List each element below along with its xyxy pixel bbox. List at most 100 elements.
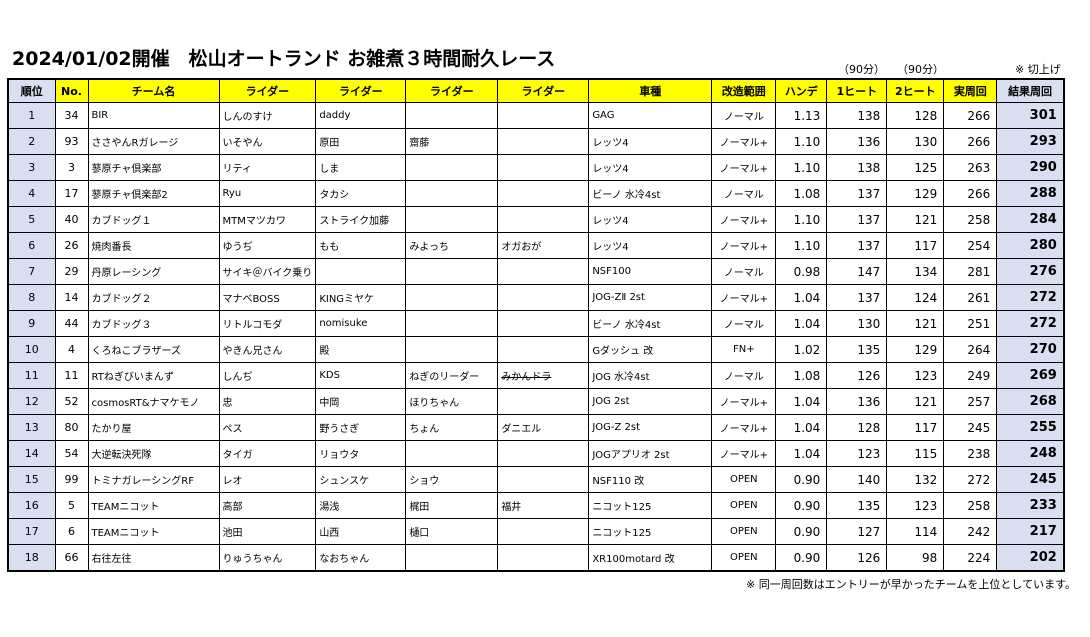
heat-1-cell: 126 [826, 544, 888, 572]
rider-2-cell: 野うさぎ [315, 414, 407, 441]
team-name-cell: BIR [87, 102, 220, 129]
actual-laps-cell: 266 [943, 128, 998, 155]
vehicle-cell: XR100motard 改 [588, 544, 713, 572]
heat-2-cell: 98 [886, 544, 945, 572]
rider-3-cell: みよっち [405, 232, 499, 259]
rider-4-cell: みかんドラ [497, 362, 590, 389]
rank-cell: 5 [7, 206, 56, 233]
header-rank: 順位 [7, 78, 56, 103]
entry-number-cell: 99 [54, 466, 89, 493]
heat-1-cell: 137 [826, 206, 888, 233]
heat-2-cell: 130 [886, 128, 945, 155]
entry-number-cell: 40 [54, 206, 89, 233]
heat-1-cell: 147 [826, 258, 888, 285]
rider-1-cell: レオ [218, 466, 317, 493]
heat-2-cell: 132 [886, 466, 945, 493]
vehicle-cell: JOGアプリオ 2st [588, 440, 713, 467]
vehicle-cell: JOG 2st [588, 388, 713, 415]
result-laps-cell: 255 [996, 414, 1065, 441]
heat-1-cell: 123 [826, 440, 888, 467]
team-name-cell: 大逆転決死隊 [87, 440, 220, 467]
handicap-cell: 1.04 [775, 388, 828, 415]
mod-range-cell: ノーマル+ [711, 414, 777, 441]
vehicle-cell: レッツ4 [588, 206, 713, 233]
heat-2-cell: 123 [886, 492, 945, 519]
table-row: 6 26 焼肉番長 ゆうぢ もも みよっち オガおが レッツ4 ノーマル+ 1.10 137 117 2… [7, 232, 1065, 259]
team-name-cell: RTねぎびいまんず [87, 362, 220, 389]
entry-number-cell: 34 [54, 102, 89, 129]
rider-1-cell: マナベBOSS [218, 284, 317, 311]
rider-1-cell: 忠 [218, 388, 317, 415]
mod-range-cell: OPEN [711, 466, 777, 493]
handicap-cell: 1.04 [775, 310, 828, 337]
rider-2-cell: KINGミヤケ [315, 284, 407, 311]
handicap-cell: 0.90 [775, 466, 828, 493]
handicap-cell: 1.10 [775, 128, 828, 155]
rider-4-cell [497, 466, 590, 493]
result-laps-cell: 269 [996, 362, 1065, 389]
heat-2-cell: 134 [886, 258, 945, 285]
result-laps-cell: 293 [996, 128, 1065, 155]
team-name-cell: カブドッグ３ [87, 310, 220, 337]
heat-1-cell: 138 [826, 154, 888, 181]
rider-1-cell: サイキ＠バイク乗り [218, 258, 317, 285]
header-team: チーム名 [87, 78, 220, 103]
entry-number-cell: 29 [54, 258, 89, 285]
rank-cell: 1 [7, 102, 56, 129]
table-row: 17 6 TEAMニコット 池田 山西 樋口 ニコット125 OPEN 0.90 127 114 24… [7, 518, 1065, 545]
actual-laps-cell: 245 [943, 414, 998, 441]
header-heat-2: 2ヒート [886, 78, 945, 103]
heat-1-cell: 138 [826, 102, 888, 129]
vehicle-cell: Gダッシュ 改 [588, 336, 713, 363]
rider-3-cell: ちょん [405, 414, 499, 441]
result-laps-cell: 301 [996, 102, 1065, 129]
result-laps-cell: 272 [996, 310, 1065, 337]
rider-4-cell [497, 336, 590, 363]
mod-range-cell: ノーマル [711, 102, 777, 129]
table-body: 1 34 BIR しんのすけ daddy GAG ノーマル 1.13 138 128 266 301 2… [7, 102, 1065, 572]
rank-cell: 8 [7, 284, 56, 311]
header-mod-range: 改造範囲 [711, 78, 777, 103]
rider-3-cell: 樋口 [405, 518, 499, 545]
rider-2-cell [315, 258, 407, 285]
vehicle-cell: NSF100 [588, 258, 713, 285]
footer-note: ※ 同一周回数はエントリーが早かったチームを上位としています。 [746, 578, 1076, 591]
rider-1-cell: Ryu [218, 180, 317, 207]
heat-1-cell: 127 [826, 518, 888, 545]
heat-2-cell: 117 [886, 232, 945, 259]
result-laps-cell: 217 [996, 518, 1065, 545]
handicap-cell: 1.08 [775, 180, 828, 207]
mod-range-cell: ノーマル [711, 258, 777, 285]
rank-cell: 2 [7, 128, 56, 155]
rider-1-cell: いそやん [218, 128, 317, 155]
heat-2-cell: 121 [886, 206, 945, 233]
entry-number-cell: 54 [54, 440, 89, 467]
rank-cell: 4 [7, 180, 56, 207]
table-row: 12 52 cosmosRT&ナマケモノ忠中岡 ほりちゃん JOG 2st ノーマル+ 1.… [7, 388, 1065, 415]
handicap-cell: 0.90 [775, 544, 828, 572]
actual-laps-cell: 264 [943, 336, 998, 363]
vehicle-cell: ニコット125 [588, 492, 713, 519]
header-rider-2: ライダー [315, 78, 407, 103]
rider-4-cell: ダニエル [497, 414, 590, 441]
table-row: 18 66 右往左往 りゅうちゃん なおちゃん XR100motard 改 OPEN 0.90… [7, 544, 1065, 572]
rider-4-cell [497, 310, 590, 337]
vehicle-cell: JOG-Z 2st [588, 414, 713, 441]
rank-cell: 18 [7, 544, 56, 572]
rider-3-cell [405, 180, 499, 207]
heat2-duration-note: （90分） [897, 63, 944, 76]
rider-1-cell: リティ [218, 154, 317, 181]
table-row: 14 54 大逆転決死隊 タイガ リョウタ JOGアプリオ 2st ノーマル+ 1.04 123… [7, 440, 1065, 467]
entry-number-cell: 4 [54, 336, 89, 363]
rider-2-cell: リョウタ [315, 440, 407, 467]
heat-1-cell: 140 [826, 466, 888, 493]
rider-2-cell: しま [315, 154, 407, 181]
mod-range-cell: ノーマル+ [711, 440, 777, 467]
actual-laps-cell: 261 [943, 284, 998, 311]
rider-1-cell: ゆうぢ [218, 232, 317, 259]
table-row: 7 29 丹原レーシング サイキ＠バイク乗り NSF100 ノーマル 0.98 147 134 2… [7, 258, 1065, 285]
mod-range-cell: ノーマル [711, 180, 777, 207]
rider-1-cell: 池田 [218, 518, 317, 545]
table-row: 8 14 カブドッグ２ マナベBOSS KINGミヤケ JOG-ZⅡ 2st ノーマル+ 1.… [7, 284, 1065, 311]
rider-4-cell [497, 258, 590, 285]
